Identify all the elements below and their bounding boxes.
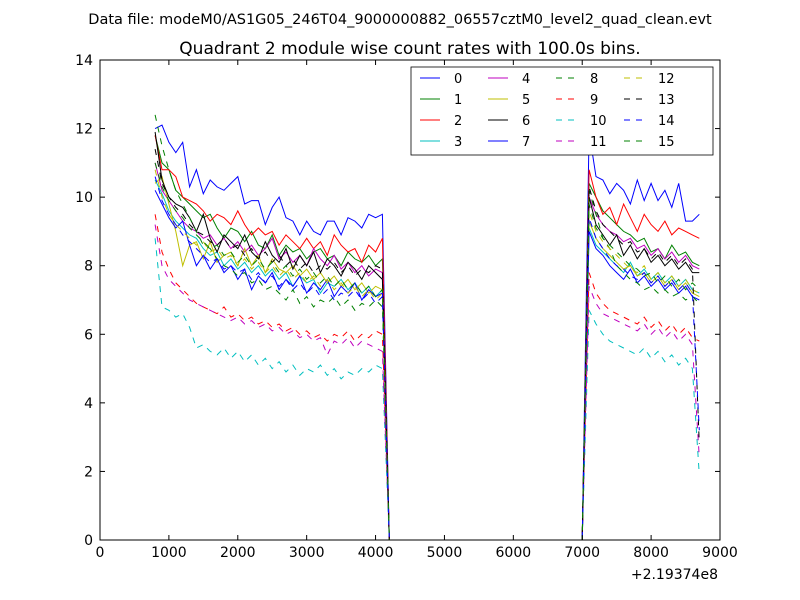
legend-label-15: 15 [658,135,675,150]
y-tick-label: 4 [84,396,93,412]
legend-label-12: 12 [658,72,675,87]
y-tick-label: 2 [84,464,93,480]
legend-label-14: 14 [658,114,675,129]
legend-label-1: 1 [454,93,462,108]
x-tick-label: 4000 [358,545,394,561]
x-tick-label: 0 [96,545,105,561]
chart-title: Quadrant 2 module wise count rates with … [179,39,640,59]
x-tick-label: 7000 [564,545,600,561]
legend-label-3: 3 [454,135,462,150]
legend-label-7: 7 [522,135,530,150]
legend-label-0: 0 [454,72,462,87]
legend-label-11: 11 [590,135,607,150]
y-tick-label: 6 [84,327,93,343]
y-tick-label: 8 [84,259,93,275]
legend-label-4: 4 [522,72,530,87]
x-tick-label: 2000 [220,545,256,561]
y-tick-label: 14 [75,53,93,69]
x-tick-label: 1000 [151,545,187,561]
legend-label-2: 2 [454,114,462,129]
legend-box [410,66,714,156]
legend-label-6: 6 [522,114,530,129]
axes: 0 1000 2000 3000 4000 5000 6000 7000 8000 9000 0 2 4… [75,53,738,561]
legend-label-13: 13 [658,93,675,108]
legend-label-5: 5 [522,93,530,108]
series-line-14 [154,176,700,541]
x-tick-label: 5000 [427,545,463,561]
figure-suptitle: Data file: modeM0/AS1G05_246T04_90000008… [88,12,712,28]
x-tick-label: 8000 [633,545,669,561]
y-tick-label: 10 [75,190,93,206]
y-tick-label: 0 [84,533,93,549]
x-tick-label: 6000 [496,545,532,561]
x-offset-label: +2.19374e8 [631,567,718,583]
plot-frame [99,59,721,541]
x-tick-label: 9000 [702,545,738,561]
legend-label-9: 9 [590,93,598,108]
legend-label-10: 10 [590,114,607,129]
y-tick-label: 12 [75,122,93,138]
legend-label-8: 8 [590,72,598,87]
x-tick-label: 3000 [289,545,325,561]
